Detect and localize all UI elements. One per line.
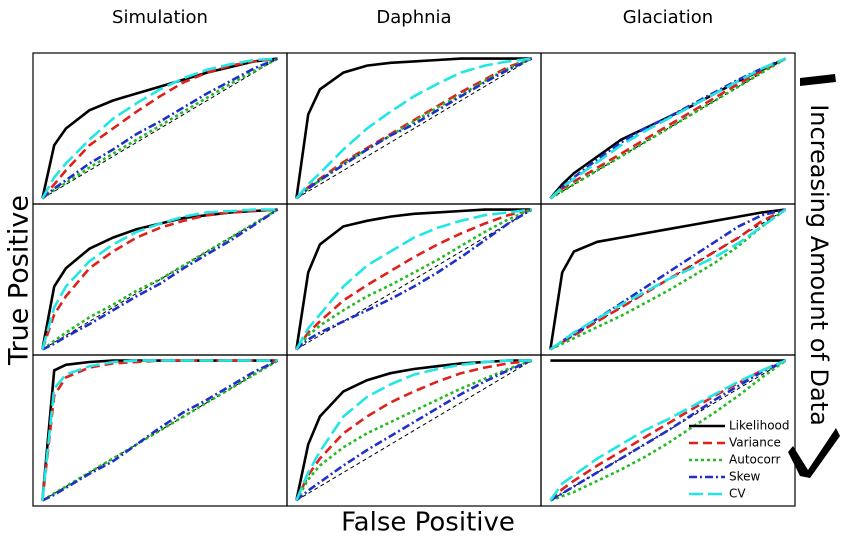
reference-diagonal bbox=[296, 209, 532, 350]
arrow-bottom bbox=[788, 428, 840, 478]
roc-line bbox=[549, 57, 787, 200]
column-title: Simulation bbox=[112, 7, 208, 28]
roc-line bbox=[41, 57, 279, 200]
roc-line bbox=[295, 57, 533, 200]
panel-frame bbox=[540, 354, 796, 507]
roc-line bbox=[295, 208, 532, 350]
reference-diagonal bbox=[42, 360, 278, 501]
reference-diagonal bbox=[550, 360, 786, 501]
reference-diagonal bbox=[42, 58, 278, 199]
roc-line bbox=[41, 57, 278, 200]
roc-line bbox=[41, 208, 279, 351]
reference-diagonal bbox=[296, 58, 532, 199]
roc-line bbox=[295, 359, 533, 502]
reference-diagonal bbox=[296, 360, 532, 501]
side-label: Increasing Amount of Data bbox=[805, 104, 833, 426]
roc-line bbox=[295, 208, 532, 351]
roc-line bbox=[295, 359, 532, 501]
legend-label: Autocorr bbox=[729, 453, 781, 467]
column-title: Glaciation bbox=[623, 7, 713, 28]
legend-label: CV bbox=[729, 487, 746, 501]
roc-line bbox=[41, 359, 279, 502]
legend-label: Skew bbox=[729, 470, 761, 484]
reference-diagonal bbox=[42, 209, 278, 350]
roc-line bbox=[549, 208, 786, 351]
roc-line bbox=[295, 359, 532, 501]
reference-diagonal bbox=[550, 58, 786, 199]
roc-line bbox=[549, 208, 786, 350]
column-title: Daphnia bbox=[376, 7, 451, 28]
roc-line bbox=[41, 359, 278, 501]
x-axis-label: False Positive bbox=[341, 508, 515, 537]
roc-line bbox=[295, 57, 533, 200]
legend-label: Variance bbox=[729, 436, 781, 450]
roc-line bbox=[41, 208, 278, 350]
roc-line bbox=[549, 359, 787, 502]
y-axis-label: True Positive bbox=[4, 195, 35, 366]
roc-line bbox=[41, 208, 278, 350]
roc-line bbox=[549, 208, 787, 351]
roc-line bbox=[295, 208, 533, 351]
roc-line bbox=[549, 57, 787, 200]
arrow-top bbox=[800, 74, 836, 86]
legend-label: Likelihood bbox=[729, 419, 790, 433]
roc-line bbox=[549, 359, 787, 502]
roc-line bbox=[41, 57, 279, 200]
roc-line bbox=[549, 57, 787, 200]
roc-line bbox=[41, 359, 279, 502]
roc-line bbox=[41, 57, 278, 200]
roc-line bbox=[295, 208, 532, 351]
roc-line bbox=[295, 57, 532, 200]
roc-line bbox=[295, 57, 532, 199]
roc-line bbox=[295, 359, 533, 502]
